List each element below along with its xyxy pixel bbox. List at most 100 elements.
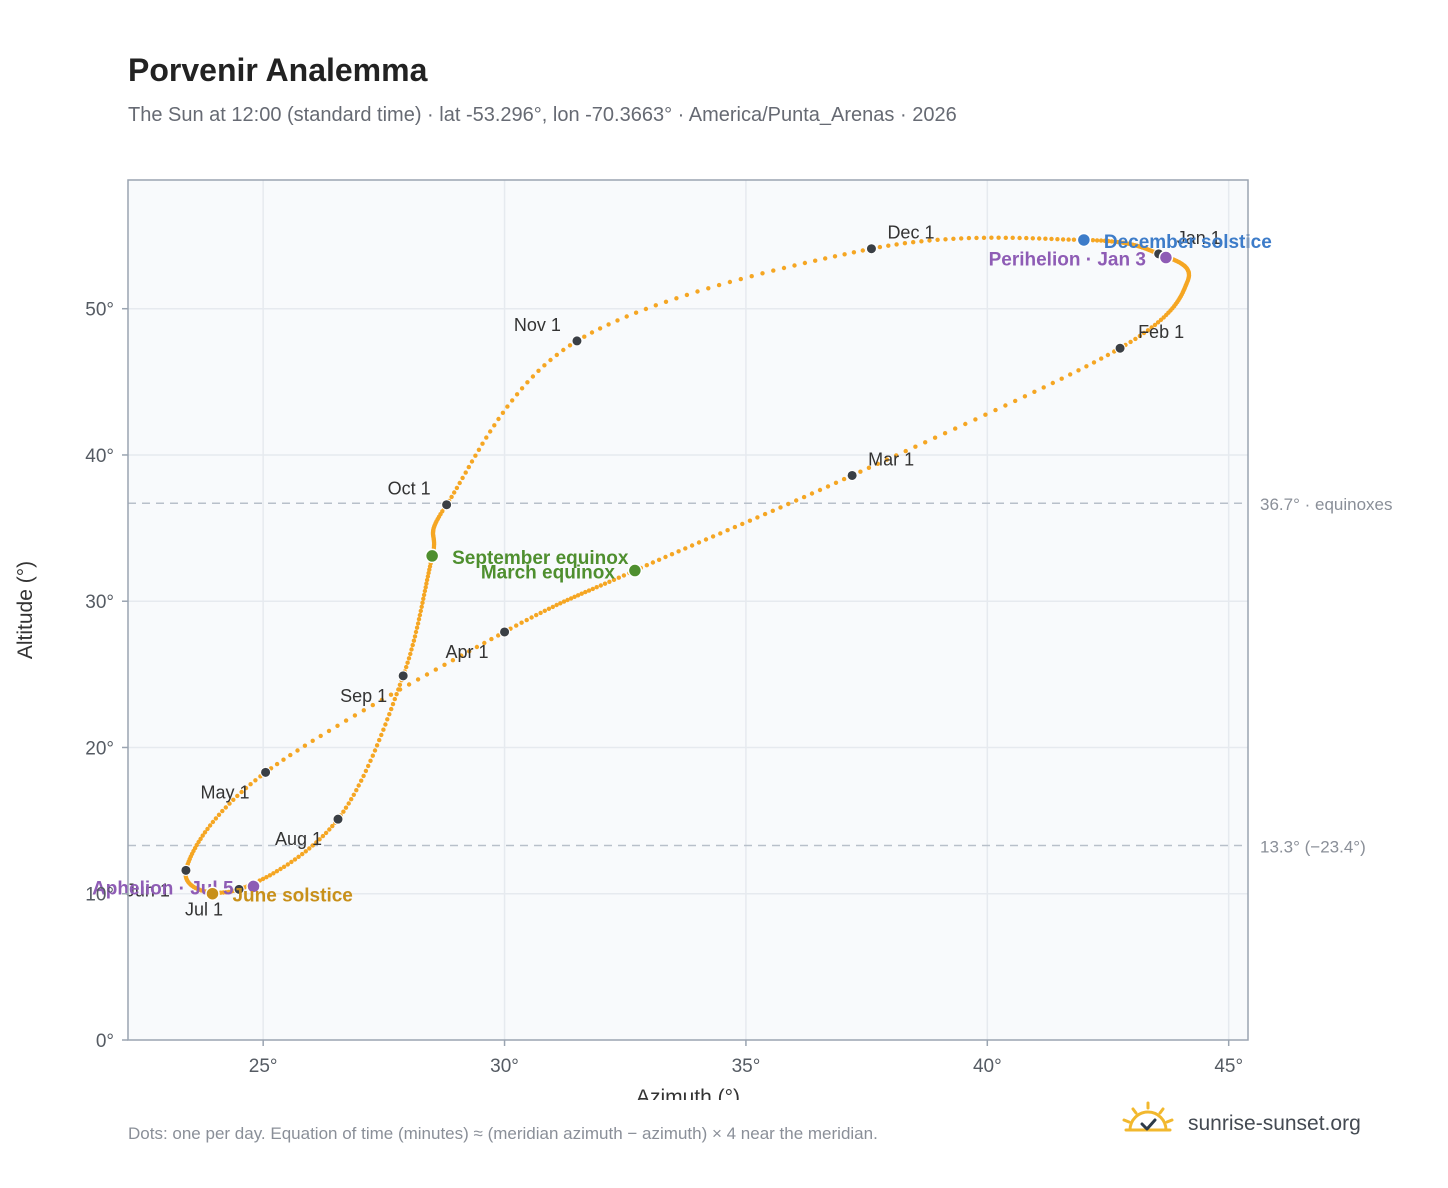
daily-sun-dot xyxy=(405,660,410,665)
daily-sun-dot xyxy=(963,421,968,427)
daily-sun-dot xyxy=(484,435,489,440)
daily-sun-dot xyxy=(264,875,269,880)
daily-sun-dot xyxy=(500,410,506,415)
daily-sun-dot xyxy=(248,782,253,787)
daily-sun-dot xyxy=(718,531,723,536)
daily-sun-dot xyxy=(359,778,364,783)
daily-sun-dot xyxy=(911,240,916,245)
daily-sun-dot xyxy=(1010,235,1015,240)
daily-sun-dot xyxy=(542,363,547,368)
month-marker-dot xyxy=(499,626,511,638)
daily-sun-dot xyxy=(427,567,432,572)
month-marker-label: Dec 1 xyxy=(887,223,934,243)
daily-sun-dot xyxy=(412,634,418,639)
daily-sun-dot xyxy=(295,748,300,753)
daily-sun-dot xyxy=(480,441,485,446)
daily-sun-dot xyxy=(421,592,427,598)
daily-sun-dot xyxy=(415,677,421,682)
month-marker-label: Jun 1 xyxy=(126,880,170,900)
daily-sun-dot xyxy=(341,809,346,814)
daily-sun-dot xyxy=(1017,235,1022,241)
daily-sun-dot xyxy=(676,549,681,554)
daily-sun-dot xyxy=(510,398,515,403)
sun-logo-icon xyxy=(1120,1100,1176,1149)
daily-sun-dot xyxy=(389,706,394,712)
month-marker-dot xyxy=(397,670,409,682)
plot-frame xyxy=(127,179,1249,1041)
daily-sun-dot xyxy=(983,412,988,417)
daily-sun-dot xyxy=(381,727,386,732)
daily-sun-dot xyxy=(801,494,807,500)
event-marker-dot xyxy=(424,548,440,564)
daily-sun-dot xyxy=(1102,238,1108,243)
month-marker-dot xyxy=(571,335,583,347)
daily-sun-dot xyxy=(413,629,419,635)
daily-sun-dot xyxy=(656,557,662,562)
daily-sun-dot xyxy=(683,546,688,551)
daily-sun-dot xyxy=(463,470,468,475)
daily-sun-dot xyxy=(390,701,396,707)
y-tick-label: 40° xyxy=(85,446,114,467)
daily-sun-dot xyxy=(243,785,249,791)
daily-sun-dot xyxy=(440,509,445,514)
daily-sun-dot xyxy=(1158,317,1164,322)
daily-sun-dot xyxy=(732,524,738,530)
daily-sun-dot xyxy=(300,851,305,857)
daily-sun-dot xyxy=(1013,398,1018,404)
grid-lines xyxy=(128,180,1248,1040)
daily-sun-dot xyxy=(420,600,425,605)
daily-sun-dot xyxy=(633,310,639,315)
daily-sun-dot xyxy=(1091,360,1097,365)
daily-sun-dot xyxy=(352,713,358,718)
daily-sun-dot xyxy=(565,597,570,603)
daily-sun-dot xyxy=(558,601,563,606)
daily-sun-dot xyxy=(579,591,584,596)
daily-sun-dot xyxy=(747,518,753,523)
daily-sun-dot xyxy=(1076,368,1081,373)
daily-sun-dot xyxy=(923,440,928,445)
daily-sun-dot xyxy=(996,235,1001,240)
daily-sun-dot xyxy=(755,515,760,520)
x-tick-label: 45° xyxy=(1214,1056,1243,1077)
daily-sun-dot xyxy=(1109,239,1114,244)
daily-sun-dot xyxy=(1071,237,1077,242)
daily-sun-dot xyxy=(875,461,880,466)
daily-sun-dot xyxy=(833,480,839,485)
brand-logo[interactable]: sunrise-sunset.org xyxy=(1120,1100,1361,1149)
month-marker-dot xyxy=(1114,342,1126,354)
daily-sun-dot xyxy=(550,604,555,610)
daily-sun-dot xyxy=(202,830,208,835)
month-marker-label: Nov 1 xyxy=(514,315,561,335)
daily-sun-dot xyxy=(409,647,414,652)
daily-sun-dot xyxy=(416,617,422,622)
daily-sun-dot xyxy=(902,241,908,246)
month-marker-label: Apr 1 xyxy=(446,642,489,662)
daily-sun-dot xyxy=(450,658,456,663)
daily-sun-dot xyxy=(422,588,428,594)
daily-sun-dot xyxy=(841,476,847,482)
daily-sun-dot xyxy=(786,501,791,507)
daily-sun-dot xyxy=(542,608,547,613)
daily-sun-dot xyxy=(1128,339,1133,345)
daily-sun-dot xyxy=(598,583,603,588)
daily-sun-dot xyxy=(1043,236,1048,241)
daily-sun-dot xyxy=(586,588,592,593)
daily-sun-dot xyxy=(695,289,700,294)
daily-sun-dot xyxy=(408,651,413,657)
daily-sun-dot xyxy=(285,862,290,867)
daily-sun-dot xyxy=(602,581,608,586)
daily-sun-dot xyxy=(809,491,815,496)
daily-sun-dot xyxy=(583,589,588,595)
daily-sun-dot xyxy=(981,235,987,240)
daily-sun-dot xyxy=(414,625,420,630)
daily-sun-dot xyxy=(519,620,524,625)
event-marker-label: June solstice xyxy=(232,886,352,907)
event-marker-dot xyxy=(1158,250,1174,265)
daily-sun-dot xyxy=(361,773,366,779)
daily-sun-dot xyxy=(392,696,397,702)
daily-sun-dot xyxy=(572,594,577,599)
daily-sun-dot xyxy=(653,303,658,308)
daily-sun-dot xyxy=(802,260,808,266)
daily-sun-dot xyxy=(326,728,332,734)
